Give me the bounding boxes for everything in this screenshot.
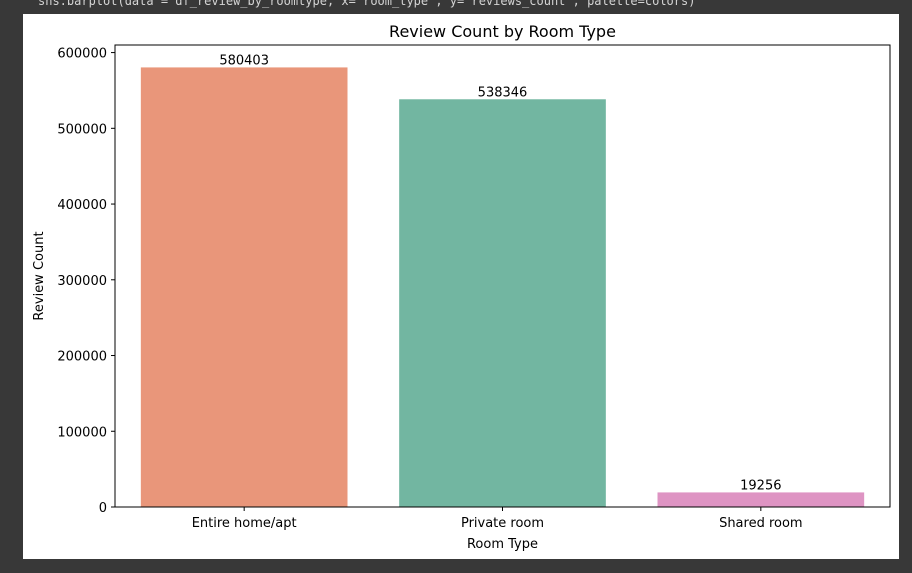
code-cell: sns.barplot(data = df_review_by_roomtype… (0, 0, 912, 14)
x-tick-label: Shared room (719, 516, 803, 531)
chart-title: Review Count by Room Type (389, 22, 616, 41)
y-tick-label: 300000 (57, 274, 107, 289)
x-axis-label: Room Type (467, 537, 538, 552)
chart-figure: 580403 Entire home/apt 538346 Private room 1… (23, 14, 899, 559)
code-line: sns.barplot(data = df_review_by_roomtype… (38, 0, 696, 8)
bar-value-label: 19256 (740, 478, 781, 493)
x-tick-label: Entire home/apt (192, 516, 297, 531)
plot-frame (114, 44, 891, 508)
bar-value-label: 580403 (219, 53, 269, 68)
bar-chart: 580403 Entire home/apt 538346 Private room 1… (32, 22, 891, 552)
x-tick-label: Private room (461, 516, 544, 531)
y-tick-label: 0 (99, 501, 107, 516)
bar (399, 99, 606, 507)
axes: 580403 Entire home/apt 538346 Private room 1… (32, 22, 891, 552)
y-axis-label: Review Count (32, 231, 47, 320)
bar (140, 67, 348, 508)
y-tick-label: 200000 (57, 350, 107, 365)
y-tick-label: 500000 (57, 122, 107, 137)
y-tick-label: 100000 (57, 425, 107, 440)
y-tick-label: 600000 (57, 47, 107, 62)
y-tick-label: 400000 (57, 198, 107, 213)
bar-value-label: 538346 (478, 85, 528, 100)
bar (657, 492, 865, 507)
